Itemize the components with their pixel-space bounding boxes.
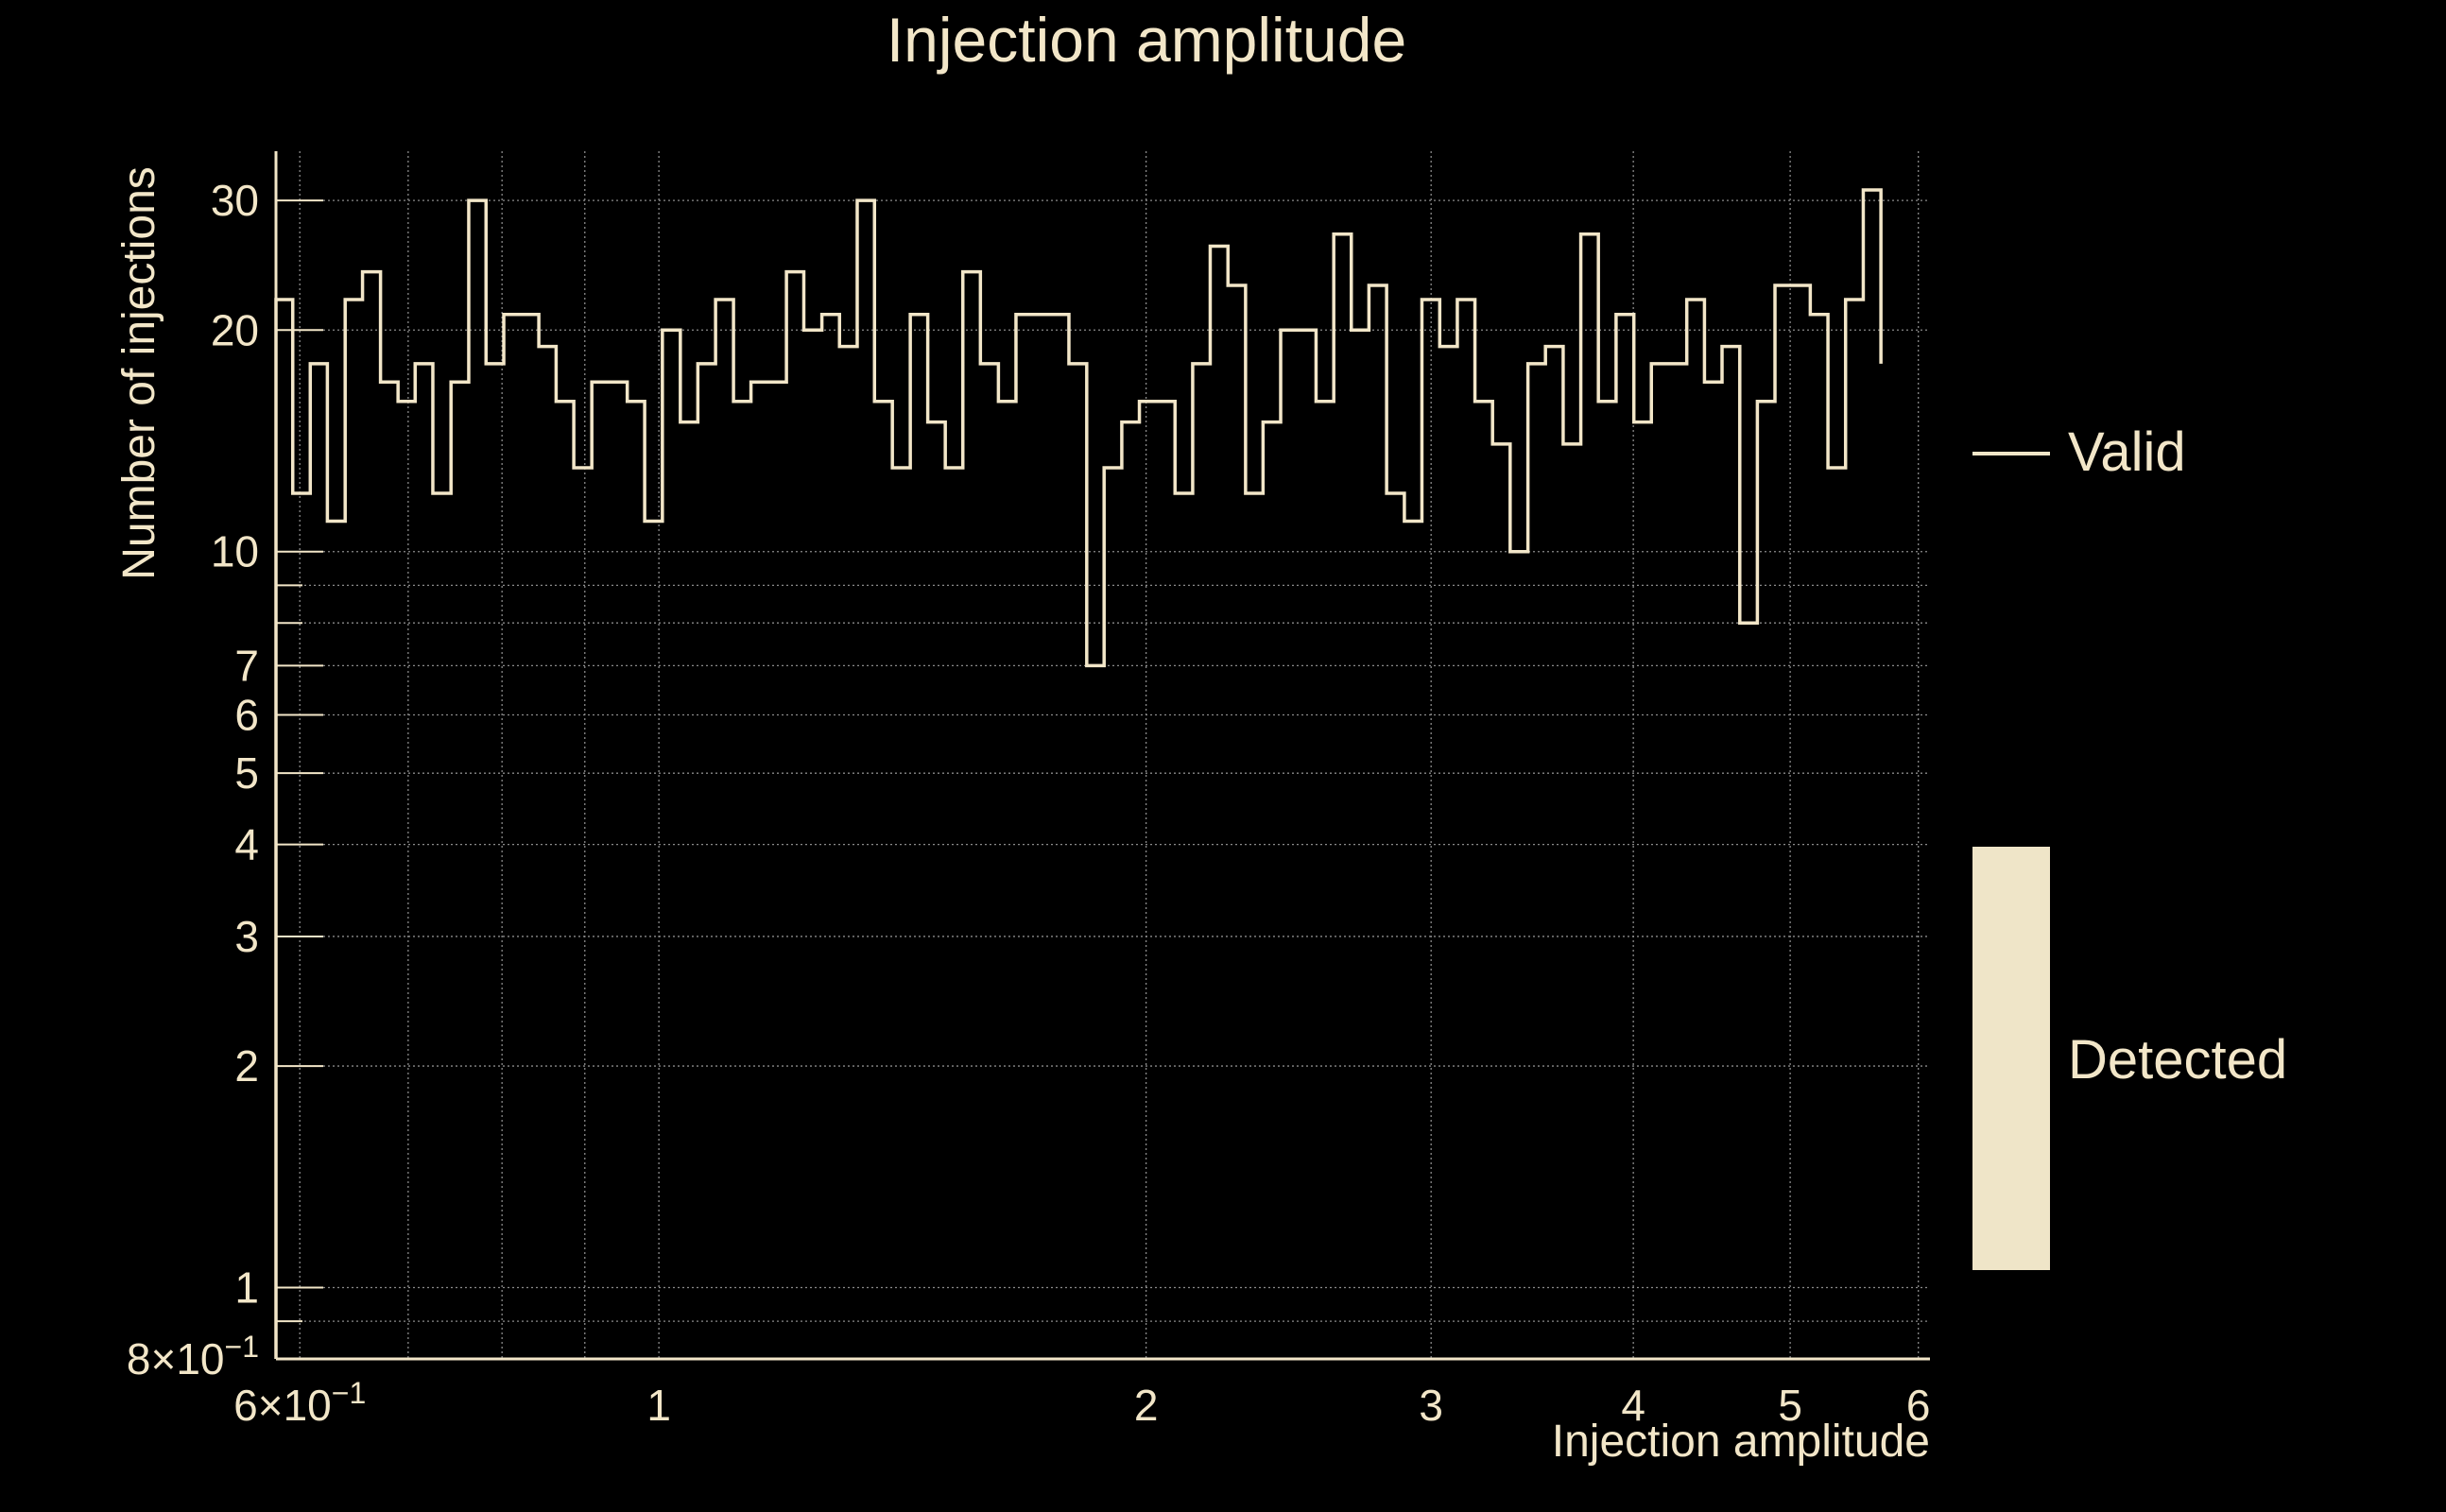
y-tick-label: 20 <box>211 305 259 354</box>
y-tick-label: 7 <box>234 641 259 690</box>
chart-title: Injection amplitude <box>887 5 1406 75</box>
y-tick-label: 1 <box>234 1263 259 1313</box>
legend-item-detected: Detected <box>1972 847 2287 1270</box>
y-tick-label: 2 <box>234 1041 259 1091</box>
y-tick-label: 30 <box>211 176 259 225</box>
legend-label-valid: Valid <box>2068 421 2186 483</box>
series-layer <box>274 188 1883 1359</box>
y-tick-label: 3 <box>234 912 259 961</box>
legend-swatch-detected <box>1972 847 2050 1270</box>
legend-item-valid: Valid <box>1972 421 2186 483</box>
y-axis-label: Number of injections <box>114 166 164 580</box>
y-tick-label: 10 <box>211 527 259 576</box>
histogram-step-line-valid <box>274 188 1883 1359</box>
x-tick-label: 3 <box>1419 1381 1443 1430</box>
x-axis-label: Injection amplitude <box>1552 1417 1930 1467</box>
y-tick-label: 5 <box>234 748 259 798</box>
x-tick-label: 6 <box>1906 1381 1931 1430</box>
x-tick-label: 2 <box>1134 1381 1159 1430</box>
y-tick-label: 4 <box>234 820 259 869</box>
x-tick-label: 5 <box>1778 1381 1802 1430</box>
x-tick-label: 1 <box>646 1381 671 1430</box>
x-tick-label: 4 <box>1621 1381 1645 1430</box>
y-tick-label: 6 <box>234 690 259 739</box>
legend-label-detected: Detected <box>2068 1029 2287 1091</box>
axes <box>274 151 1930 1361</box>
